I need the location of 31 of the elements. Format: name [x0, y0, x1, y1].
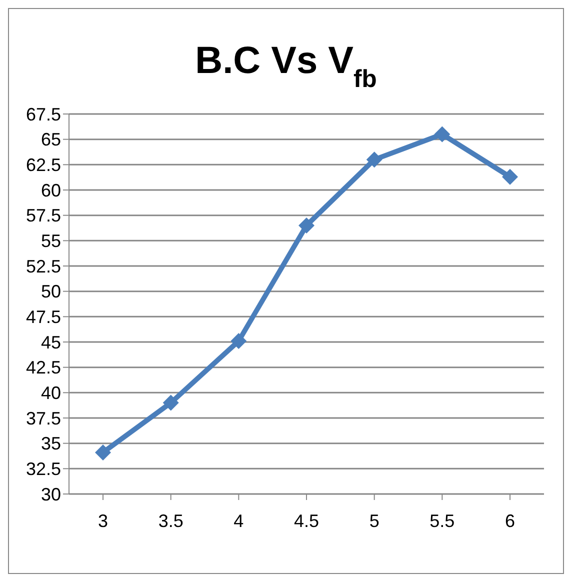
y-tick-label: 30 — [40, 484, 61, 504]
y-tick-label: 60 — [40, 180, 61, 200]
y-tick-label: 40 — [40, 383, 61, 404]
y-tick-label: 45 — [40, 332, 61, 352]
x-tick-label: 5.5 — [430, 510, 455, 531]
x-tick-label: 3.5 — [158, 510, 184, 531]
y-tick-label: 62.5 — [26, 155, 61, 176]
x-tick-label: 6 — [504, 510, 516, 531]
point — [230, 332, 247, 349]
point — [162, 394, 179, 411]
x-tick-label: 3 — [98, 510, 108, 531]
y-tick-label: 57.5 — [26, 206, 61, 226]
y-tick-label: 32.5 — [26, 459, 61, 480]
point — [95, 444, 111, 460]
y-tick-label: 65 — [40, 130, 61, 150]
chart-title: B.C Vs V$_{fb}$ — [195, 40, 377, 92]
y-tick-label: 67.5 — [26, 104, 61, 124]
y-tick-label: 50 — [40, 282, 61, 302]
y-tick-label: 47.5 — [26, 307, 61, 328]
point — [502, 168, 518, 185]
x-tick-label: 4 — [234, 510, 244, 531]
y-tick-label: 42.5 — [26, 358, 61, 378]
x-tick-label: 5 — [369, 510, 380, 531]
y-tick-label: 55 — [40, 231, 61, 252]
y-tick-label: 52.5 — [26, 256, 61, 276]
point — [298, 217, 314, 234]
point — [366, 152, 382, 168]
y-tick-label: 37.5 — [26, 408, 61, 428]
x-tick-label: 4.5 — [294, 510, 320, 531]
point — [434, 126, 450, 142]
y-tick-label: 35 — [40, 434, 61, 454]
